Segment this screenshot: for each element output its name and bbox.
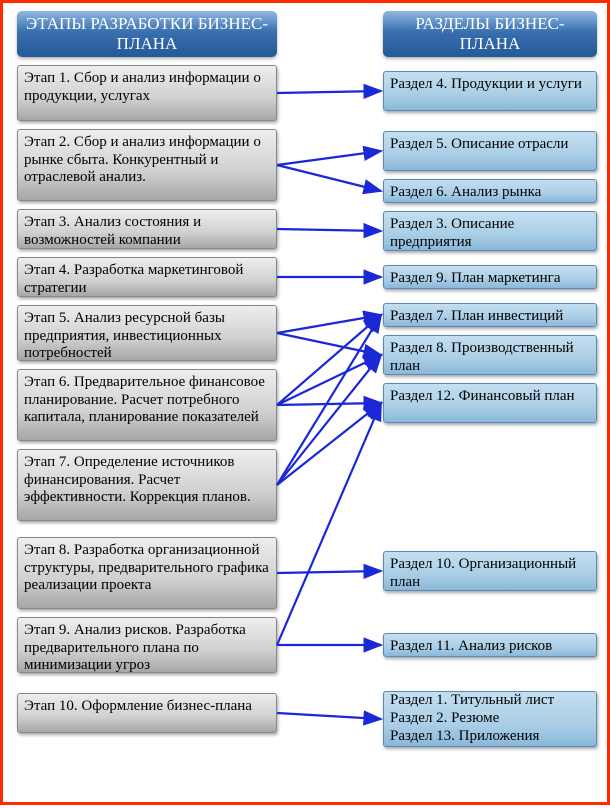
arrow bbox=[277, 571, 381, 573]
arrow bbox=[277, 355, 381, 405]
stage-box: Этап 6. Предварительное финансовое плани… bbox=[17, 369, 277, 441]
section-line: Раздел 13. Приложения bbox=[390, 728, 539, 746]
section-box: Раздел 3. Описание предприятия bbox=[383, 211, 597, 251]
arrow bbox=[277, 403, 381, 485]
header-stages: ЭТАПЫ РАЗРАБОТКИ БИЗНЕС-ПЛАНА bbox=[17, 11, 277, 57]
arrow bbox=[277, 333, 381, 355]
arrow bbox=[277, 403, 381, 645]
section-box: Раздел 6. Анализ рынка bbox=[383, 179, 597, 203]
stage-box: Этап 4. Разработка маркетинговой стратег… bbox=[17, 257, 277, 297]
section-box: Раздел 8. Производственный план bbox=[383, 335, 597, 375]
business-plan-diagram: ЭТАПЫ РАЗРАБОТКИ БИЗНЕС-ПЛАНА РАЗДЕЛЫ БИЗ… bbox=[0, 0, 610, 805]
stage-box: Этап 2. Сбор и анализ информации о рынке… bbox=[17, 129, 277, 201]
section-box: Раздел 1. Титульный листРаздел 2. Резюме… bbox=[383, 691, 597, 747]
stage-box: Этап 8. Разработка организационной струк… bbox=[17, 537, 277, 609]
section-box: Раздел 9. План маркетинга bbox=[383, 265, 597, 289]
stage-box: Этап 3. Анализ состояния и возможностей … bbox=[17, 209, 277, 249]
stage-box: Этап 10. Оформление бизнес-плана bbox=[17, 693, 277, 733]
arrow bbox=[277, 355, 381, 485]
section-box: Раздел 4. Продукции и услуги bbox=[383, 71, 597, 111]
arrow bbox=[277, 229, 381, 231]
arrow bbox=[277, 315, 381, 405]
stage-box: Этап 1. Сбор и анализ информации о проду… bbox=[17, 65, 277, 121]
section-box: Раздел 7. План инвестиций bbox=[383, 303, 597, 327]
arrow bbox=[277, 165, 381, 191]
section-box: Раздел 10. Организационный план bbox=[383, 551, 597, 591]
stage-box: Этап 9. Анализ рисков. Разработка предва… bbox=[17, 617, 277, 673]
arrow bbox=[277, 403, 381, 405]
section-line: Раздел 1. Титульный лист bbox=[390, 692, 554, 710]
arrow bbox=[277, 315, 381, 333]
stage-box: Этап 5. Анализ ресурсной базы предприяти… bbox=[17, 305, 277, 361]
stage-box: Этап 7. Определение источников финансиро… bbox=[17, 449, 277, 521]
arrow bbox=[277, 315, 381, 485]
header-sections: РАЗДЕЛЫ БИЗНЕС-ПЛАНА bbox=[383, 11, 597, 57]
section-box: Раздел 12. Финансовый план bbox=[383, 383, 597, 423]
arrow bbox=[277, 713, 381, 719]
section-box: Раздел 5. Описание отрасли bbox=[383, 131, 597, 171]
arrow bbox=[277, 91, 381, 93]
section-box: Раздел 11. Анализ рисков bbox=[383, 633, 597, 657]
section-line: Раздел 2. Резюме bbox=[390, 710, 499, 728]
arrow bbox=[277, 151, 381, 165]
